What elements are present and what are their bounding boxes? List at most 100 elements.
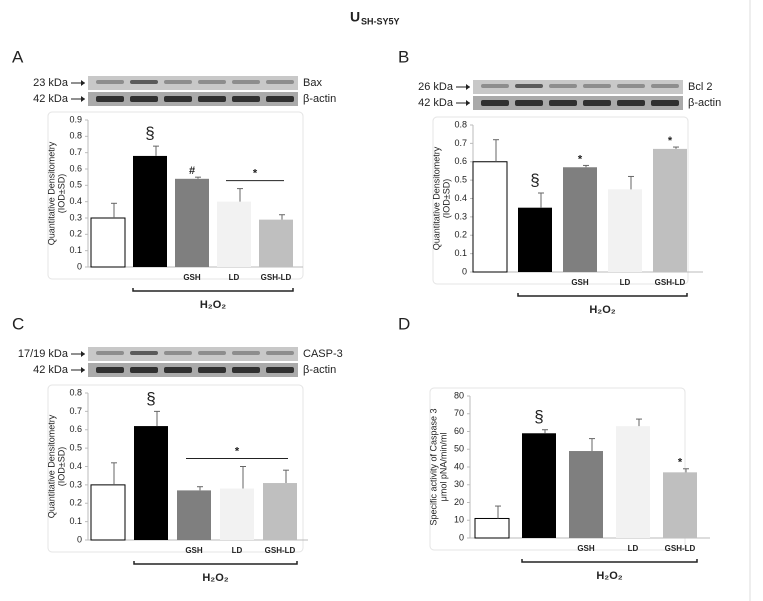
- y-tick-label: 0.2: [69, 498, 82, 508]
- bar: [653, 148, 687, 272]
- bar: [90, 484, 126, 541]
- blot-band: [481, 100, 509, 106]
- blot-band: [266, 96, 294, 102]
- bar-marker: §: [530, 170, 539, 189]
- blot-band: [164, 367, 192, 373]
- x-tick-label: LD: [232, 546, 243, 555]
- blot-band: [198, 367, 226, 373]
- blot-band: [266, 367, 294, 373]
- bar: [175, 178, 209, 267]
- blot-band: [130, 96, 158, 102]
- bar: [259, 219, 293, 267]
- blot-arrow-head: [466, 100, 470, 106]
- group-bracket: [132, 288, 294, 292]
- bar: [220, 488, 254, 540]
- bar: [177, 490, 211, 540]
- blot-band: [232, 96, 260, 102]
- x-tick-label: GSH: [571, 278, 589, 287]
- y-tick-label: 0.6: [69, 163, 82, 173]
- bar-marker: *: [578, 153, 583, 165]
- y-tick-label: 70: [454, 408, 464, 418]
- figure-subtitle: SH-SY5Y: [361, 16, 400, 26]
- x-tick-label: GSH-LD: [265, 546, 296, 555]
- blot-band: [266, 80, 294, 84]
- blot-size: 42 kDa: [418, 97, 454, 109]
- y-tick-label: 60: [454, 426, 464, 436]
- y-tick-label: 0.1: [454, 248, 467, 258]
- blot-band: [232, 351, 260, 355]
- y-tick-label: 0.5: [454, 175, 467, 185]
- blot-protein: Bcl 2: [688, 81, 712, 93]
- y-tick-label: 40: [454, 461, 464, 471]
- blot-band: [549, 84, 577, 88]
- y-axis-label: μmol pNA/min/ml: [438, 433, 448, 502]
- group-label: H₂O₂: [202, 572, 228, 584]
- blot-band: [96, 80, 124, 84]
- blot-row: [88, 363, 298, 377]
- blot-band: [481, 84, 509, 88]
- group-label: H₂O₂: [596, 570, 622, 582]
- bar: [608, 189, 642, 272]
- x-tick-label: LD: [628, 544, 639, 553]
- x-tick-label: GSH: [183, 273, 201, 282]
- blot-band: [198, 80, 226, 84]
- y-tick-label: 0.4: [69, 196, 82, 206]
- blot-band: [130, 367, 158, 373]
- x-tick-label: GSH: [185, 546, 203, 555]
- blot-band: [583, 84, 611, 88]
- x-tick-label: LD: [229, 273, 240, 282]
- bar-marker: *: [668, 135, 673, 147]
- x-tick-label: LD: [620, 278, 631, 287]
- blot-band: [617, 84, 645, 88]
- y-tick-label: 0.8: [69, 131, 82, 141]
- y-axis-label: (IOD±SD): [441, 179, 451, 218]
- y-axis-label: (IOD±SD): [56, 447, 66, 486]
- y-tick-label: 0.7: [69, 147, 82, 157]
- significance-label: *: [253, 168, 258, 180]
- bar: [134, 426, 168, 540]
- y-tick-label: 0.5: [69, 443, 82, 453]
- y-tick-label: 0.2: [69, 229, 82, 239]
- y-axis-label: (IOD±SD): [56, 174, 66, 213]
- blot-band: [515, 84, 543, 88]
- significance-label: *: [235, 445, 240, 457]
- bar: [663, 472, 697, 538]
- blot-band: [266, 351, 294, 355]
- y-axis-label: Quantitative Densitometry: [46, 141, 56, 245]
- y-axis-label: Specific activity of Caspase 3: [428, 408, 438, 525]
- y-tick-label: 0.8: [69, 387, 82, 397]
- blot-band: [164, 96, 192, 102]
- group-label: H₂O₂: [200, 299, 226, 311]
- blot-row: [88, 92, 298, 106]
- y-tick-label: 0.7: [454, 138, 467, 148]
- blot-band: [164, 80, 192, 84]
- blot-row: [473, 80, 683, 94]
- blot-row: [473, 96, 683, 110]
- y-tick-label: 0: [77, 534, 82, 544]
- bar: [569, 451, 603, 538]
- y-tick-label: 0.3: [69, 479, 82, 489]
- panel-letter: A: [12, 47, 24, 66]
- y-tick-label: 30: [454, 479, 464, 489]
- y-tick-label: 0.8: [454, 119, 467, 129]
- x-tick-label: GSH: [577, 544, 595, 553]
- bar: [563, 167, 597, 272]
- bar-marker: #: [189, 165, 195, 177]
- blot-band: [130, 351, 158, 355]
- blot-size: 23 kDa: [33, 77, 69, 89]
- y-tick-label: 0.1: [69, 245, 82, 255]
- bar: [518, 207, 552, 272]
- x-tick-label: GSH-LD: [665, 544, 696, 553]
- blot-arrow-head: [81, 80, 85, 86]
- bar: [616, 426, 650, 538]
- figure-title: U: [350, 9, 360, 25]
- plot-frame: [47, 384, 304, 553]
- y-tick-label: 50: [454, 444, 464, 454]
- blot-arrow-head: [81, 351, 85, 357]
- blot-size: 42 kDa: [33, 364, 69, 376]
- group-bracket: [133, 561, 298, 565]
- blot-band: [130, 80, 158, 84]
- bar: [263, 483, 297, 540]
